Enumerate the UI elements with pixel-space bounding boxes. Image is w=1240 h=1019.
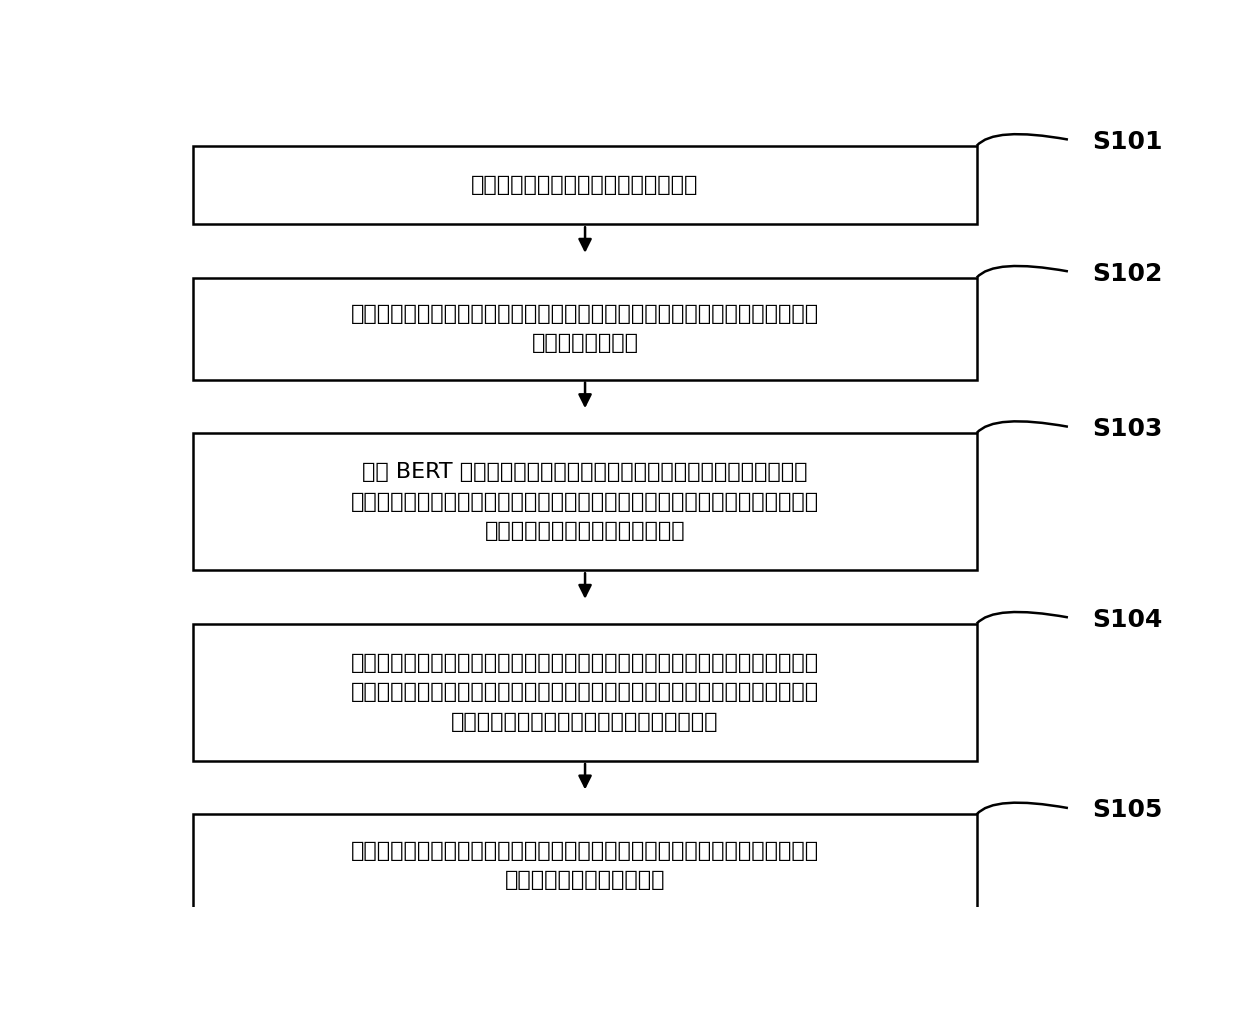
Text: 通过 BERT 预训练模型微调提取文本序列中所有单词的全局特征向量，
采用卷积神经网络对得到的全局特征向量进行聚合，得到文本序列中每个单词的
语义向量，保存最佳: 通过 BERT 预训练模型微调提取文本序列中所有单词的全局特征向量， 采用卷积神…: [351, 462, 820, 541]
Bar: [193, 277, 977, 380]
Text: S105: S105: [1092, 799, 1162, 822]
Text: 获取包含文本序列和标签空间的数据集: 获取包含文本序列和标签空间的数据集: [471, 175, 698, 195]
Text: S102: S102: [1092, 262, 1162, 285]
Text: 分别计算每个标签与文本序列中所有单词的权重系数，构建注意力权重系数矩阵
，调整得到最优权重系数矩阵，分别将文本序列中每个单词的语义向量与最优权
重系数矩阵进行加: 分别计算每个标签与文本序列中所有单词的权重系数，构建注意力权重系数矩阵 ，调整得…: [351, 653, 820, 732]
Text: S103: S103: [1092, 417, 1162, 441]
Text: S101: S101: [1092, 129, 1162, 154]
Text: 对所有标签的注意力向量进行归一化处理，得到每个标签的概率，选取概率最大
的几个标签作为文本的类别: 对所有标签的注意力向量进行归一化处理，得到每个标签的概率，选取概率最大 的几个标…: [351, 841, 820, 891]
Bar: [193, 146, 977, 224]
Text: 对数据进行预处理，去除没有意义的词，繁体字转换为简体字等，将数据集划分
为训练集和测试集: 对数据进行预处理，去除没有意义的词，繁体字转换为简体字等，将数据集划分 为训练集…: [351, 304, 820, 354]
Bar: [193, 814, 977, 916]
Bar: [193, 624, 977, 761]
Bar: [193, 433, 977, 571]
Text: S104: S104: [1092, 607, 1162, 632]
